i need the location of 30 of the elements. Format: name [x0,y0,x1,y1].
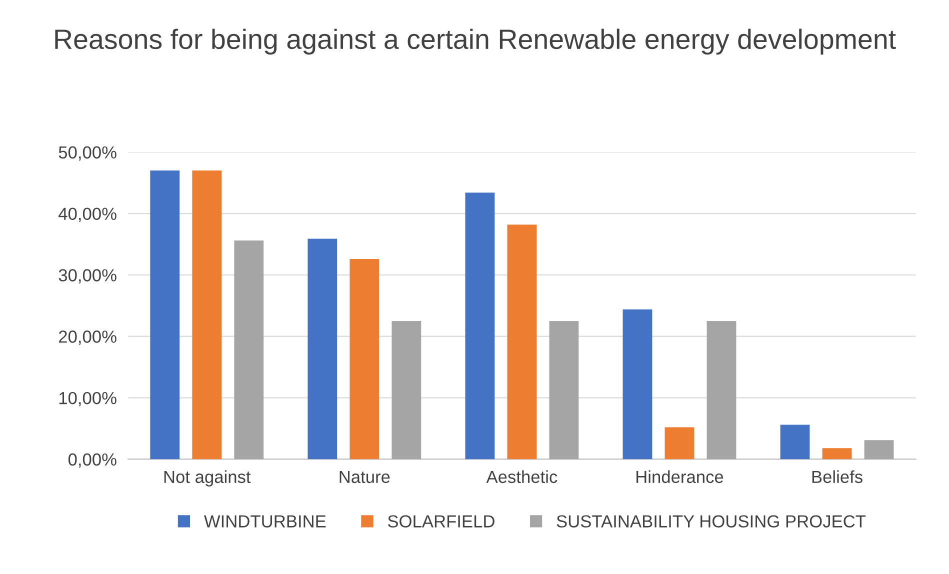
x-tick-label: Beliefs [812,470,862,484]
bar [780,424,810,460]
bar [822,448,852,460]
bar [392,321,422,460]
x-tick-label: Nature [340,470,390,484]
bar [150,170,180,460]
y-tick-label: 40,00% [58,208,116,222]
bar [664,427,694,460]
bar [549,321,579,460]
bar [507,224,537,460]
x-tick-label: Not against [164,470,251,486]
bar [622,309,652,460]
x-tick-label: Hinderance [636,470,724,484]
y-tick-label: 30,00% [58,269,116,284]
y-tick-label: 10,00% [59,392,116,406]
y-tick-label: 50,00% [58,146,116,161]
legend-label: WINDTURBINE [204,515,326,528]
y-tick-label: 20,00% [59,330,116,345]
bar [350,258,380,460]
bar [864,440,894,460]
y-tick-label: 0,00% [68,453,116,468]
chart-title: Reasons for being against a certain Renewable energy development [55,28,896,55]
bar [465,192,495,460]
x-tick-label: Aesthetic [486,470,558,484]
bar [234,240,264,460]
legend-label: SUSTAINABILITY HOUSING PROJECT [556,515,866,528]
legend-label: SOLARFIELD [388,515,494,528]
bar [192,170,222,460]
bar [308,238,338,460]
bar [706,321,736,460]
